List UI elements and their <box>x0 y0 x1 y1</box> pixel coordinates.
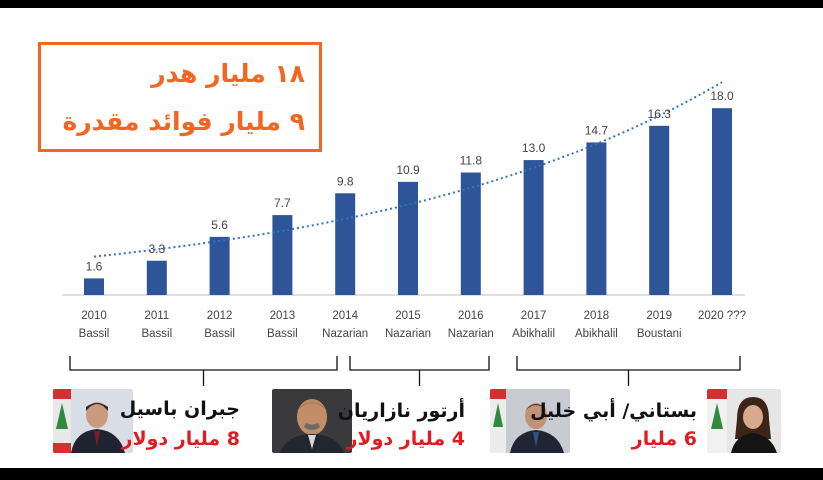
nazarian-photo <box>272 389 352 453</box>
x-tick-minister-6: Nazarian <box>448 328 494 340</box>
value-label-2: 5.6 <box>211 218 228 232</box>
x-tick-year-2: 2012 <box>207 310 233 322</box>
x-tick-year-7: 2017 <box>521 310 547 322</box>
bar-2014 <box>335 193 356 295</box>
nazarian-amount: 4 مليار دولار <box>346 428 465 450</box>
value-label-5: 10.9 <box>396 163 420 177</box>
x-tick-year-3: 2013 <box>270 310 296 322</box>
bassil-photo <box>53 389 133 453</box>
headline-box: ١٨ مليار هدر ٩ مليار فوائد مقدرة <box>38 42 322 152</box>
nazarian-name: أرتور نازاريان <box>337 400 465 422</box>
trendline <box>93 81 723 258</box>
x-tick-minister-8: Abikhalil <box>575 328 618 340</box>
x-tick-year-9: 2019 <box>646 310 672 322</box>
value-label-1: 3.3 <box>148 242 165 256</box>
bar-2016 <box>460 172 481 295</box>
headline-interest: ٩ مليار فوائد مقدرة <box>62 107 305 136</box>
bar-2018 <box>586 142 607 295</box>
bar-2010 <box>84 278 104 295</box>
value-label-0: 1.6 <box>86 259 103 273</box>
x-tick-year-0: 2010 <box>81 310 107 322</box>
abikhalil-photo <box>490 389 570 453</box>
bar-2011 <box>146 260 167 295</box>
bracket-bassil <box>69 356 338 386</box>
value-label-7: 13.0 <box>522 141 546 155</box>
x-tick-minister-3: Bassil <box>267 328 298 340</box>
value-label-8: 14.7 <box>585 123 609 137</box>
value-label-10: 18.0 <box>710 89 734 103</box>
bar-2019 <box>649 125 670 296</box>
x-tick-year-6: 2016 <box>458 310 484 322</box>
headline-waste: ١٨ مليار هدر <box>151 59 305 88</box>
x-tick-minister-9: Boustani <box>637 328 682 340</box>
x-tick-year-10: 2020 ??? <box>698 310 746 322</box>
x-tick-minister-1: Bassil <box>141 328 172 340</box>
infographic-canvas: 1.6 3.3 5.6 7.7 9.8 10.9 11.8 13.0 14.7 16.3 18.0 2… <box>0 8 823 468</box>
x-tick-minister-7: Abikhalil <box>512 328 555 340</box>
x-tick-year-8: 2018 <box>584 310 610 322</box>
bar-2015 <box>398 181 418 295</box>
x-tick-minister-0: Bassil <box>79 328 110 340</box>
value-label-9: 16.3 <box>648 107 672 121</box>
value-label-3: 7.7 <box>274 196 291 210</box>
x-tick-minister-4: Nazarian <box>322 328 368 340</box>
x-tick-minister-2: Bassil <box>204 328 235 340</box>
bassil-amount: 8 مليار دولار <box>121 428 240 450</box>
boustani-photo <box>707 389 781 453</box>
bar-2012 <box>209 236 230 295</box>
bar-2013 <box>272 215 293 295</box>
bracket-nazarian <box>349 356 490 386</box>
bassil-name: جبران باسيل <box>119 398 240 420</box>
bracket-abikhalil-boustani <box>516 356 741 386</box>
bar-chart: 1.6 3.3 5.6 7.7 9.8 10.9 11.8 13.0 14.7 16.3 18.0 2… <box>62 81 746 386</box>
x-tick-year-4: 2014 <box>332 310 358 322</box>
bar-2017 <box>523 160 544 295</box>
x-tick-minister-5: Nazarian <box>385 328 431 340</box>
boustani-abikhalil-amount: 6 مليار <box>631 428 697 450</box>
x-tick-year-5: 2015 <box>395 310 421 322</box>
value-label-6: 11.8 <box>460 154 483 168</box>
x-tick-year-1: 2011 <box>144 310 169 322</box>
value-label-4: 9.8 <box>337 174 354 188</box>
boustani-abikhalil-name: بستاني/ أبي خليل <box>530 400 697 422</box>
bar-2020 <box>712 108 732 295</box>
